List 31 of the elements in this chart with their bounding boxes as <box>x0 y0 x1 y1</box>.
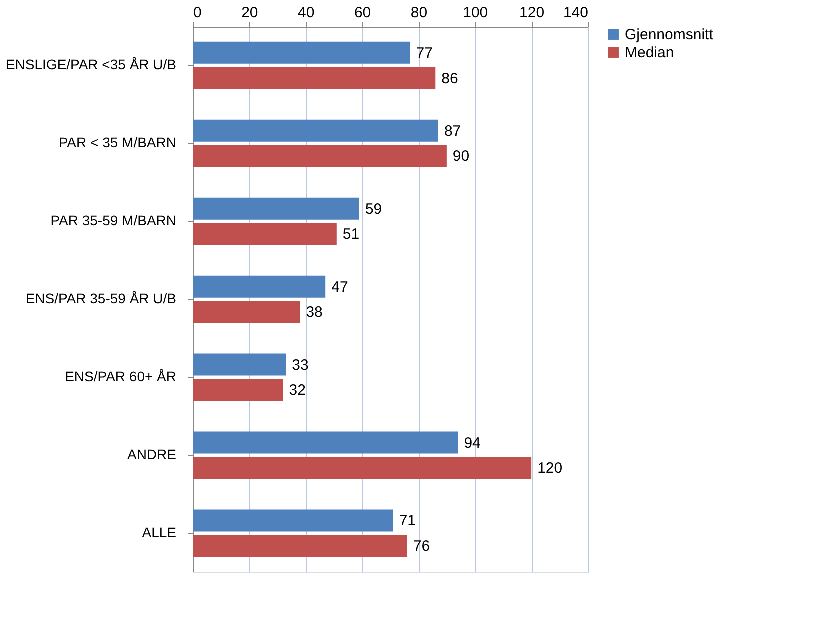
y-tick-label: ENS/PAR 60+ ÅR <box>65 368 176 384</box>
x-tick-label: 140 <box>563 4 588 22</box>
data-label: 47 <box>332 278 348 296</box>
data-label: 71 <box>399 512 416 530</box>
data-label: 90 <box>452 148 470 166</box>
x-tick-label: 20 <box>242 4 258 22</box>
x-tick-label: 120 <box>520 4 545 22</box>
y-tick-label: ENSLIGE/PAR <35 ÅR U/B <box>6 56 176 73</box>
data-label: 33 <box>292 356 309 374</box>
data-label: 51 <box>342 226 360 244</box>
y-tick-label: ANDRE <box>127 446 176 462</box>
x-tick-label: 40 <box>298 4 315 22</box>
data-label: 76 <box>413 538 430 556</box>
y-tick-label: ENS/PAR 35-59 ÅR U/B <box>26 290 176 306</box>
data-label: 77 <box>416 44 433 62</box>
data-label: 94 <box>464 434 481 452</box>
data-label: 120 <box>538 460 563 478</box>
data-label: 87 <box>444 122 462 140</box>
x-tick-label: 60 <box>354 4 372 22</box>
y-tick-label: ALLE <box>142 524 176 540</box>
data-label: 86 <box>442 70 458 88</box>
legend-label: Gjennomsnitt <box>625 26 714 44</box>
y-tick-label: PAR < 35 M/BARN <box>58 134 176 151</box>
data-label: 38 <box>306 304 323 322</box>
data-label: 59 <box>365 200 382 218</box>
x-tick-label: 80 <box>410 4 428 22</box>
legend-label: Median <box>625 44 674 62</box>
x-tick-label: 0 <box>194 4 202 22</box>
y-tick-label: PAR 35-59 M/BARN <box>50 212 176 229</box>
data-label: 32 <box>289 382 306 400</box>
x-tick-label: 100 <box>463 4 488 22</box>
